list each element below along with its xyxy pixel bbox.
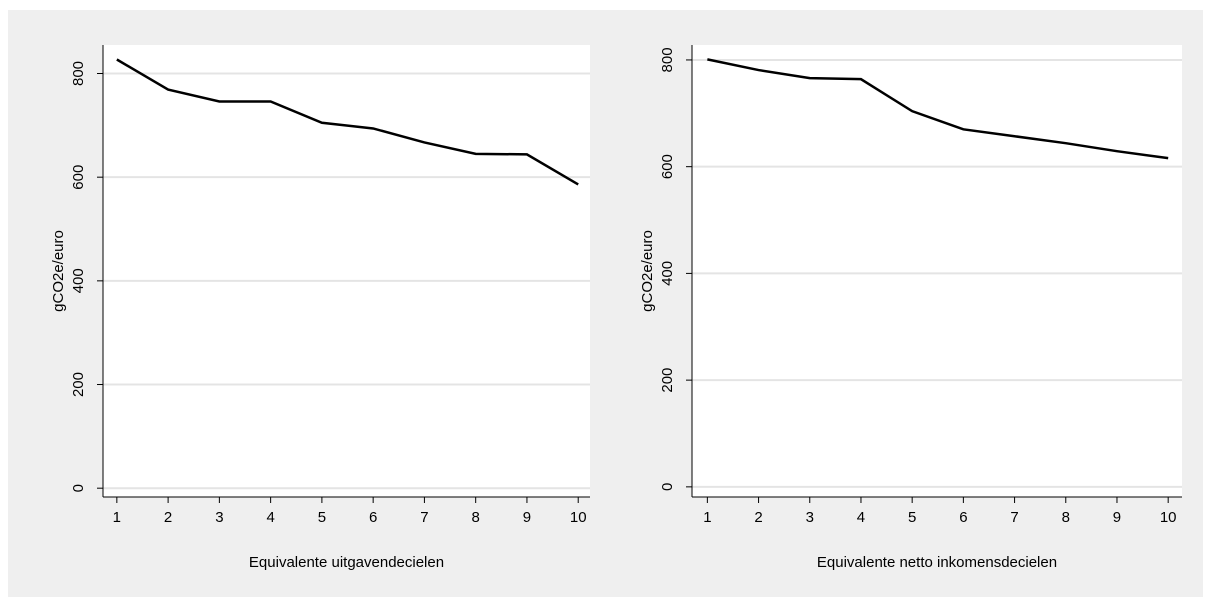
x-tick-label: 5 [318,509,326,526]
y-tick-label: 800 [70,61,87,86]
x-tick-label: 3 [215,509,223,526]
x-tick-label: 9 [1113,509,1121,526]
y-tick-label: 0 [659,483,676,491]
y-tick-label: 400 [659,261,676,286]
x-tick-label: 4 [266,509,274,526]
y-tick-label: 600 [70,165,87,190]
x-tick-label: 8 [472,509,480,526]
line [116,58,579,186]
plot-area [103,45,590,497]
x-tick-label: 4 [857,509,865,526]
line [707,58,1169,160]
y-tick-label: 400 [70,268,87,293]
x-axis-title: Equivalente uitgavendecielen [249,554,444,571]
x-tick-label: 10 [1160,509,1177,526]
x-tick-label: 7 [420,509,428,526]
x-tick-label: 1 [703,509,711,526]
x-tick-label: 6 [959,509,967,526]
x-tick-label: 7 [1010,509,1018,526]
x-tick-label: 10 [570,509,587,526]
x-tick-label: 9 [523,509,531,526]
x-tick-label: 5 [908,509,916,526]
x-tick-label: 2 [164,509,172,526]
x-tick-label: 1 [113,509,121,526]
x-tick-label: 2 [754,509,762,526]
y-tick-label: 0 [70,484,87,492]
x-tick-label: 6 [369,509,377,526]
y-tick-label: 600 [659,154,676,179]
x-tick-label: 8 [1062,509,1070,526]
y-tick-label: 200 [70,372,87,397]
x-tick-label: 3 [806,509,814,526]
y-tick-label: 200 [659,368,676,393]
y-tick-label: 800 [659,47,676,72]
x-axis-title: Equivalente netto inkomensdecielen [817,554,1057,571]
plot-area [692,45,1182,497]
y-axis-title: gCO2e/euro [639,230,656,312]
y-axis-title: gCO2e/euro [50,230,67,312]
